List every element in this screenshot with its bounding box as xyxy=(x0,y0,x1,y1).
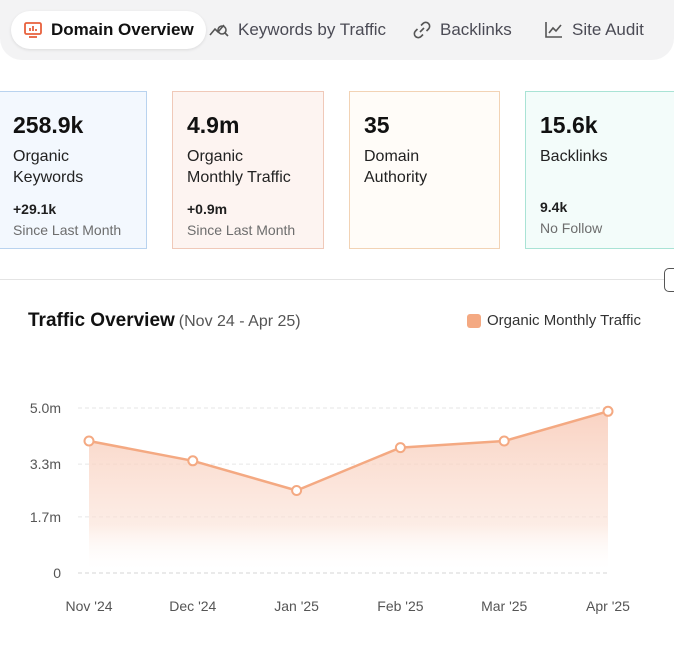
y-tick-label: 5.0m xyxy=(30,400,61,416)
data-point[interactable] xyxy=(394,442,406,454)
card-label-line: Authority xyxy=(364,169,428,186)
link-icon xyxy=(413,21,431,39)
card-label: Backlinks xyxy=(540,148,608,165)
card-label: Organic Keywords xyxy=(13,146,132,188)
card-label-line: Domain xyxy=(364,148,420,165)
card-label-line: Organic xyxy=(13,148,70,165)
tab-domain-overview[interactable]: Domain Overview xyxy=(11,11,206,49)
data-point[interactable] xyxy=(187,455,199,467)
card-label-line: Monthly Traffic xyxy=(187,169,291,186)
card-value: 15.6k xyxy=(540,112,598,138)
organic-keywords-card: 258.9k Organic Keywords +29.1k Since Las… xyxy=(0,91,147,249)
series-area xyxy=(89,411,608,573)
trend-search-icon xyxy=(209,24,229,37)
monitor-chart-icon xyxy=(24,22,42,38)
card-value: 4.9m xyxy=(187,112,240,138)
tab-label: Backlinks xyxy=(440,20,512,39)
y-tick-label: 3.3m xyxy=(30,456,61,472)
card-label-line: Organic xyxy=(187,148,244,165)
data-point[interactable] xyxy=(602,405,614,417)
card-value: 258.9k xyxy=(13,112,84,138)
x-tick-label: Mar '25 xyxy=(481,598,527,614)
section-divider xyxy=(0,279,674,280)
card-change-label: Since Last Month xyxy=(13,222,122,238)
series-line xyxy=(88,410,609,492)
card-change: +0.9m xyxy=(187,201,228,217)
card-change: +29.1k xyxy=(13,201,57,217)
card-label: Domain Authority xyxy=(364,146,485,188)
card-value: 35 xyxy=(364,112,390,138)
domain-authority-card: 35 Domain Authority xyxy=(349,91,500,249)
data-point[interactable] xyxy=(498,435,510,447)
legend-label: Organic Monthly Traffic xyxy=(487,312,641,329)
chart-title: Traffic Overview (Nov 24 - Apr 25) xyxy=(28,310,301,332)
data-point[interactable] xyxy=(83,435,95,447)
organic-traffic-card: 4.9m Organic Monthly Traffic +0.9m Since… xyxy=(172,91,324,249)
chart-title-text: Traffic Overview xyxy=(28,310,175,331)
x-tick-label: Jan '25 xyxy=(274,598,319,614)
x-tick-label: Dec '24 xyxy=(169,598,216,614)
nofollow-count: 9.4k xyxy=(540,199,568,215)
tab-label: Keywords by Traffic xyxy=(238,20,387,39)
tab-backlinks[interactable]: Backlinks xyxy=(400,11,524,49)
tab-label: Site Audit xyxy=(572,20,644,39)
traffic-chart: 0 1.7m 3.3m 5.0m Nov '24 Dec '24 Jan '25 Feb '… xyxy=(30,400,630,614)
panel-toggle-button[interactable] xyxy=(664,268,674,292)
chart-date-range: (Nov 24 - Apr 25) xyxy=(178,313,301,330)
card-label: Organic Monthly Traffic xyxy=(187,146,309,188)
nofollow-label: No Follow xyxy=(540,220,603,236)
x-tick-label: Apr '25 xyxy=(586,598,630,614)
chart-legend: Organic Monthly Traffic xyxy=(467,312,641,329)
card-change-label: Since Last Month xyxy=(187,222,296,238)
tab-label: Domain Overview xyxy=(51,20,194,39)
card-label-line: Keywords xyxy=(13,169,84,186)
backlinks-card: 15.6k Backlinks 9.4k No Follow xyxy=(525,91,674,249)
x-tick-label: Nov '24 xyxy=(65,598,112,614)
tab-site-audit[interactable]: Site Audit xyxy=(532,11,656,49)
y-tick-label: 0 xyxy=(53,565,61,581)
legend-swatch xyxy=(467,313,481,328)
x-tick-label: Feb '25 xyxy=(377,598,423,614)
y-tick-label: 1.7m xyxy=(30,509,61,525)
line-chart-icon xyxy=(545,22,562,38)
tab-bar: Domain Overview Keywords by Traffic Back… xyxy=(0,0,674,60)
data-point[interactable] xyxy=(291,485,303,496)
tab-keywords-by-traffic[interactable]: Keywords by Traffic xyxy=(196,11,398,49)
